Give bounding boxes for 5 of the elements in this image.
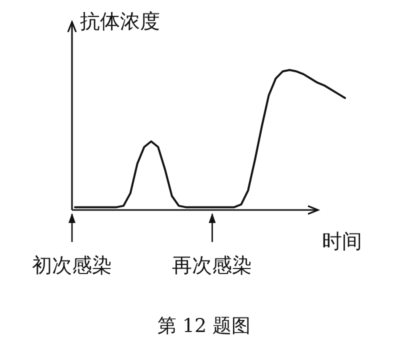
text: 再次感染 xyxy=(172,253,252,277)
text: 初次感染 xyxy=(32,253,112,277)
x-axis-title: 时间 xyxy=(322,229,362,253)
y-axis-title: 抗体浓度 xyxy=(80,9,160,33)
text: 第 12 题图 xyxy=(157,315,251,337)
